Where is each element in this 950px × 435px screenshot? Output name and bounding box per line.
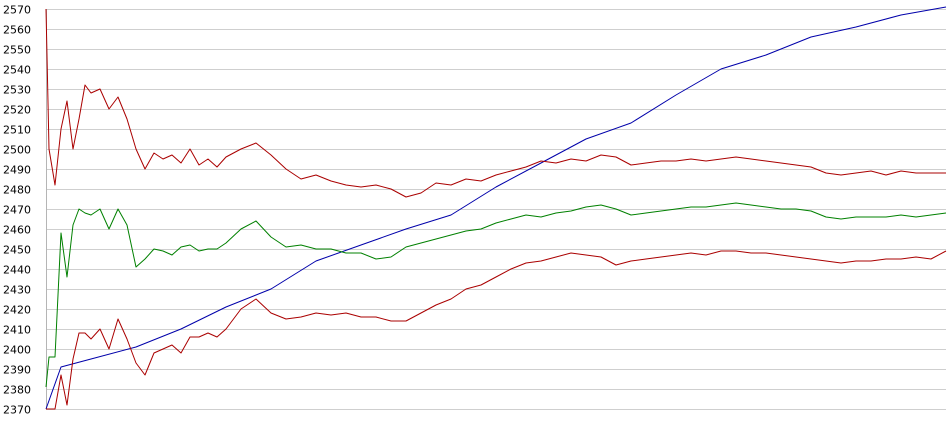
y-tick-label: 2430 — [3, 284, 31, 297]
y-tick-label: 2550 — [3, 44, 31, 57]
y-tick-label: 2560 — [3, 24, 31, 37]
gridlines — [46, 9, 946, 410]
y-tick-label: 2520 — [3, 104, 31, 117]
series-line-2 — [45, 8, 946, 198]
series-line-3 — [45, 202, 947, 388]
y-tick-labels: 2370 2380 2390 2400 2410 2420 2430 2440 2450 2460… — [3, 4, 31, 417]
series-line-4 — [46, 250, 947, 410]
y-tick-label: 2470 — [3, 204, 31, 217]
y-tick-label: 2420 — [3, 304, 31, 317]
series-line-1 — [45, 6, 947, 410]
y-tick-label: 2500 — [3, 144, 31, 157]
y-tick-label: 2570 — [3, 4, 31, 17]
y-tick-label: 2510 — [3, 124, 31, 137]
y-tick-label: 2440 — [3, 264, 31, 277]
y-tick-label: 2400 — [3, 344, 31, 357]
y-tick-label: 2460 — [3, 224, 31, 237]
series-lines — [45, 6, 947, 410]
y-tick-label: 2390 — [3, 364, 31, 377]
y-tick-label: 2410 — [3, 324, 31, 337]
y-tick-label: 2480 — [3, 184, 31, 197]
y-tick-label: 2490 — [3, 164, 31, 177]
y-tick-label: 2380 — [3, 384, 31, 397]
y-tick-label: 2530 — [3, 84, 31, 97]
y-tick-label: 2370 — [3, 404, 31, 417]
y-tick-label: 2540 — [3, 64, 31, 77]
y-tick-label: 2450 — [3, 244, 31, 257]
